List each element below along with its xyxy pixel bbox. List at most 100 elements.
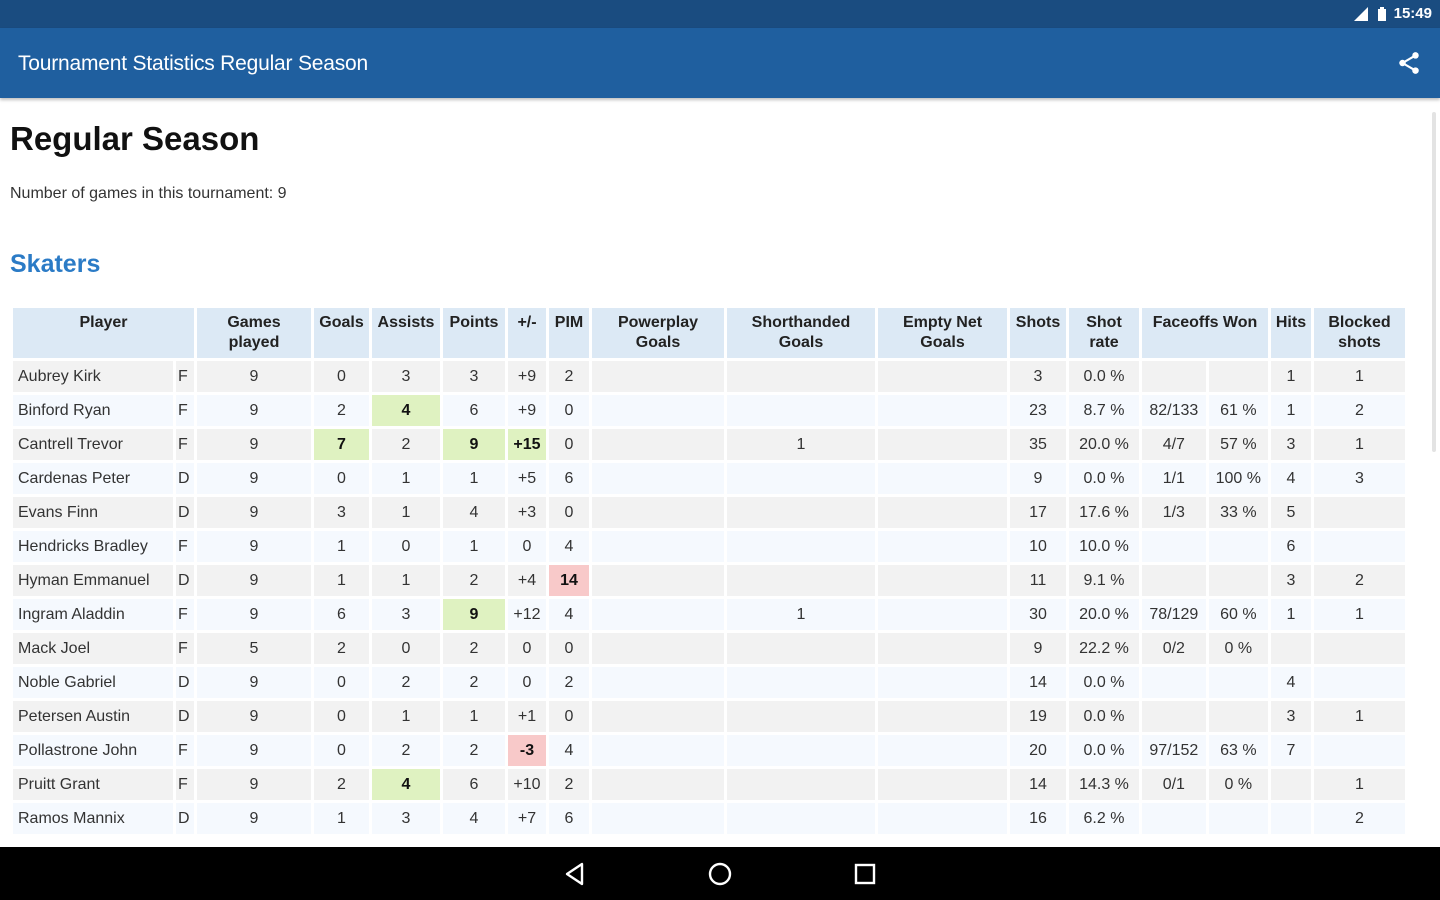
pim-cell: 4 [549,735,589,766]
shorthanded-goals-cell [727,769,875,800]
blocked-shots-cell [1314,497,1405,528]
shots-cell: 16 [1010,803,1066,834]
plus-minus-cell: 0 [508,633,546,664]
points-cell: 6 [443,769,505,800]
pim-cell: 6 [549,463,589,494]
shots-cell: 9 [1010,633,1066,664]
games-played-cell: 9 [197,599,311,630]
goals-cell: 1 [314,531,369,562]
points-cell: 1 [443,531,505,562]
faceoffs-won-cell [1142,701,1206,732]
hits-cell: 6 [1271,531,1311,562]
player-name-cell: Hyman Emmanuel [13,565,174,596]
shots-cell: 19 [1010,701,1066,732]
faceoff-percentage-cell: 33 % [1208,497,1268,528]
player-name-cell: Cantrell Trevor [13,429,174,460]
home-icon[interactable] [706,860,734,888]
table-row: Cardenas Peter D 9 0 1 1 +5 6 9 0.0 % 1/1 100 % 4 3 [13,463,1405,494]
app-bar: Tournament Statistics Regular Season [0,28,1440,98]
section-title-skaters: Skaters [10,250,101,278]
goals-cell: 1 [314,803,369,834]
faceoffs-won-cell [1142,667,1206,698]
faceoffs-won-cell: 1/1 [1142,463,1206,494]
faceoffs-won-cell [1142,531,1206,562]
position-cell: F [176,361,194,392]
header-plus-minus: +/- [508,308,546,358]
hits-cell: 1 [1271,395,1311,426]
scroll-content[interactable]: Regular Season Number of games in this t… [0,98,1440,847]
table-row: Binford Ryan F 9 2 4 6 +9 0 23 8.7 % 82/133 61 % 1 2 [13,395,1405,426]
hits-cell: 4 [1271,463,1311,494]
points-cell: 9 [443,429,505,460]
points-cell: 6 [443,395,505,426]
faceoff-percentage-cell: 60 % [1208,599,1268,630]
plus-minus-cell: +5 [508,463,546,494]
faceoffs-won-cell: 0/2 [1142,633,1206,664]
blocked-shots-cell: 1 [1314,429,1405,460]
shorthanded-goals-cell: 1 [727,429,875,460]
points-cell: 3 [443,361,505,392]
powerplay-goals-cell [592,361,724,392]
table-row: Noble Gabriel D 9 0 2 2 0 2 14 0.0 % 4 [13,667,1405,698]
faceoff-percentage-cell [1208,361,1268,392]
blocked-shots-cell: 1 [1314,769,1405,800]
table-row: Evans Finn D 9 3 1 4 +3 0 17 17.6 % 1/3 33 % 5 [13,497,1405,528]
plus-minus-cell: +9 [508,361,546,392]
plus-minus-cell: +10 [508,769,546,800]
back-icon[interactable] [562,860,590,888]
assists-cell: 2 [372,429,440,460]
shots-cell: 30 [1010,599,1066,630]
header-powerplay-goals: Powerplay Goals [592,308,724,358]
faceoff-percentage-cell [1208,531,1268,562]
shorthanded-goals-cell [727,361,875,392]
table-row: Ramos Mannix D 9 1 3 4 +7 6 16 6.2 % 2 [13,803,1405,834]
blocked-shots-cell [1314,667,1405,698]
shot-rate-cell: 0.0 % [1069,735,1139,766]
goals-cell: 2 [314,395,369,426]
scrollbar[interactable] [1432,112,1436,452]
player-name-cell: Cardenas Peter [13,463,174,494]
faceoffs-won-cell: 1/3 [1142,497,1206,528]
table-row: Aubrey Kirk F 9 0 3 3 +9 2 3 0.0 % 1 1 [13,361,1405,392]
pim-cell: 2 [549,361,589,392]
status-icons: 15:49 [1352,5,1432,22]
header-blocked-shots: Blocked shots [1314,308,1405,358]
empty-net-goals-cell [878,667,1007,698]
hits-cell: 7 [1271,735,1311,766]
blocked-shots-cell: 1 [1314,599,1405,630]
player-name-cell: Pollastrone John [13,735,174,766]
points-cell: 2 [443,667,505,698]
skaters-table: Player Games played Goals Assists Points … [10,305,1408,837]
pim-cell: 0 [549,701,589,732]
hits-cell: 1 [1271,599,1311,630]
recents-icon[interactable] [851,860,879,888]
hits-cell: 3 [1271,565,1311,596]
blocked-shots-cell: 1 [1314,701,1405,732]
table-row: Hyman Emmanuel D 9 1 1 2 +4 14 11 9.1 % 3 2 [13,565,1405,596]
plus-minus-cell: +9 [508,395,546,426]
assists-cell: 2 [372,667,440,698]
faceoffs-won-cell [1142,361,1206,392]
assists-cell: 1 [372,565,440,596]
empty-net-goals-cell [878,735,1007,766]
faceoffs-won-cell: 4/7 [1142,429,1206,460]
header-hits: Hits [1271,308,1311,358]
position-cell: D [176,803,194,834]
hits-cell: 4 [1271,667,1311,698]
games-played-cell: 9 [197,395,311,426]
plus-minus-cell: +12 [508,599,546,630]
assists-cell: 4 [372,769,440,800]
shots-cell: 17 [1010,497,1066,528]
blocked-shots-cell: 2 [1314,803,1405,834]
shot-rate-cell: 6.2 % [1069,803,1139,834]
shorthanded-goals-cell [727,395,875,426]
hits-cell [1271,633,1311,664]
empty-net-goals-cell [878,361,1007,392]
plus-minus-cell: +1 [508,701,546,732]
games-played-cell: 9 [197,769,311,800]
faceoff-percentage-cell: 61 % [1208,395,1268,426]
empty-net-goals-cell [878,429,1007,460]
faceoff-percentage-cell: 63 % [1208,735,1268,766]
share-icon[interactable] [1396,50,1422,76]
status-bar: 15:49 [0,0,1440,28]
